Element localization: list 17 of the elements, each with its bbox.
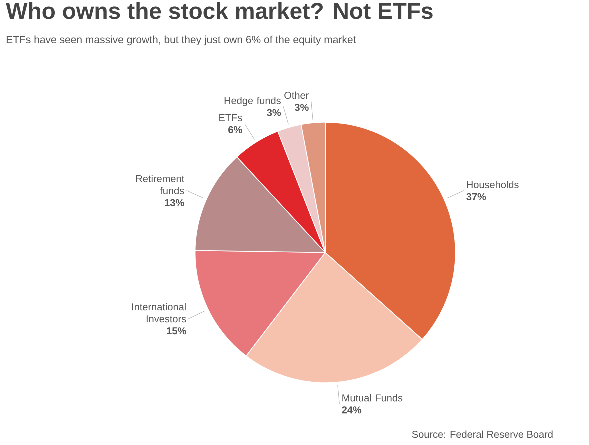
source-note: Source: Federal Reserve Board bbox=[412, 430, 553, 438]
data-label: 3% bbox=[267, 109, 282, 116]
chart-subtitle: ETFs have seen massive growth, but they just own 6% of the equity market bbox=[6, 36, 356, 46]
slice-label: Other bbox=[284, 92, 309, 100]
chart-title: Who owns the stock market? Not ETFs bbox=[6, 2, 433, 20]
data-label: 6% bbox=[228, 126, 242, 134]
slice-label: ETFs bbox=[220, 114, 242, 122]
slice-label: Mutual Funds bbox=[342, 394, 403, 402]
slice-label: Hedge funds bbox=[224, 97, 281, 106]
data-label: 13% bbox=[165, 199, 184, 206]
data-label: 3% bbox=[294, 104, 309, 112]
slice-label: Retirement funds bbox=[136, 175, 185, 194]
slice-label: Households bbox=[467, 181, 519, 188]
data-label: 24% bbox=[342, 406, 362, 414]
data-label: 37% bbox=[466, 193, 486, 200]
data-label: 15% bbox=[167, 328, 186, 335]
slice-label: International Investors bbox=[132, 303, 186, 323]
